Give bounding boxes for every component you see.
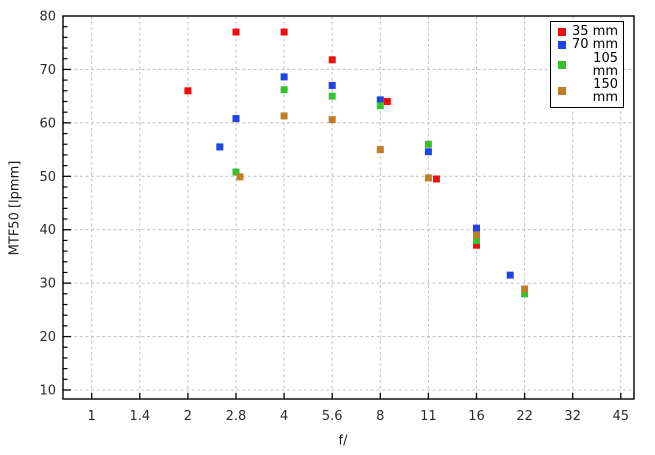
data-point-70mm	[280, 73, 288, 81]
data-point-105mm	[521, 290, 529, 298]
legend-item: 150 mm	[558, 78, 618, 104]
legend-label: 105 mm	[592, 50, 618, 79]
data-point-35mm	[280, 28, 288, 36]
data-point-70mm	[506, 271, 514, 279]
y-tick-label: 30	[39, 277, 56, 292]
data-point-150mm	[376, 146, 384, 154]
data-point-35mm	[383, 97, 391, 105]
x-tick-label: 16	[468, 409, 485, 424]
y-axis-title: MTF50 [lpmm]	[7, 160, 23, 256]
data-point-150mm	[280, 112, 288, 120]
x-tick-label: 32	[564, 409, 581, 424]
y-tick-label: 50	[39, 170, 56, 185]
data-point-105mm	[424, 140, 432, 148]
legend-label: 70 mm	[571, 37, 618, 53]
data-point-70mm	[232, 115, 240, 123]
data-point-150mm	[424, 174, 432, 182]
x-tick-label: 11	[420, 409, 437, 424]
data-point-105mm	[376, 102, 384, 110]
legend-swatch-150mm	[558, 86, 566, 95]
y-tick-label: 80	[39, 10, 56, 25]
legend-item: 35 mm	[558, 25, 618, 38]
y-tick-label: 20	[39, 330, 56, 345]
x-tick-label: 4	[280, 409, 288, 424]
legend-swatch-35mm	[558, 27, 566, 36]
x-tick-label: 22	[516, 409, 533, 424]
x-tick-label: 2	[184, 409, 192, 424]
data-point-105mm	[232, 168, 240, 176]
legend-item: 105 mm	[558, 52, 618, 78]
x-tick-label: 8	[376, 409, 384, 424]
data-point-35mm	[432, 175, 440, 183]
legend: 35 mm 70 mm 105 mm 150 mm	[550, 21, 624, 108]
data-point-150mm	[328, 116, 336, 124]
data-point-35mm	[184, 87, 192, 95]
data-point-70mm	[328, 81, 336, 89]
y-tick-label: 60	[39, 116, 56, 131]
legend-label: 35 mm	[571, 24, 618, 40]
data-point-70mm	[376, 96, 384, 104]
legend-swatch-70mm	[558, 40, 566, 49]
data-point-70mm	[216, 143, 224, 151]
x-tick-label: 45	[613, 409, 630, 424]
data-point-70mm	[424, 148, 432, 156]
y-tick-label: 10	[39, 384, 56, 399]
data-point-150mm	[473, 231, 480, 239]
data-point-70mm	[473, 224, 480, 232]
data-point-35mm	[232, 28, 240, 36]
legend-label: 150 mm	[592, 76, 618, 105]
data-point-35mm	[473, 241, 480, 249]
plot-border	[62, 15, 635, 400]
data-point-105mm	[280, 86, 288, 94]
x-tick-label: 1.4	[129, 409, 150, 424]
data-point-150mm	[236, 173, 244, 181]
x-axis-title: f/	[338, 433, 348, 449]
data-point-105mm	[328, 92, 336, 100]
legend-swatch-105mm	[558, 60, 566, 69]
legend-item: 70 mm	[558, 38, 618, 51]
data-point-35mm	[328, 56, 336, 64]
data-point-150mm	[521, 285, 529, 293]
data-point-105mm	[473, 236, 480, 244]
x-tick-label: 2.8	[226, 409, 247, 424]
y-tick-label: 40	[39, 223, 56, 238]
x-tick-label: 5.6	[322, 409, 343, 424]
y-tick-label: 70	[39, 63, 56, 78]
x-tick-label: 1	[88, 409, 96, 424]
